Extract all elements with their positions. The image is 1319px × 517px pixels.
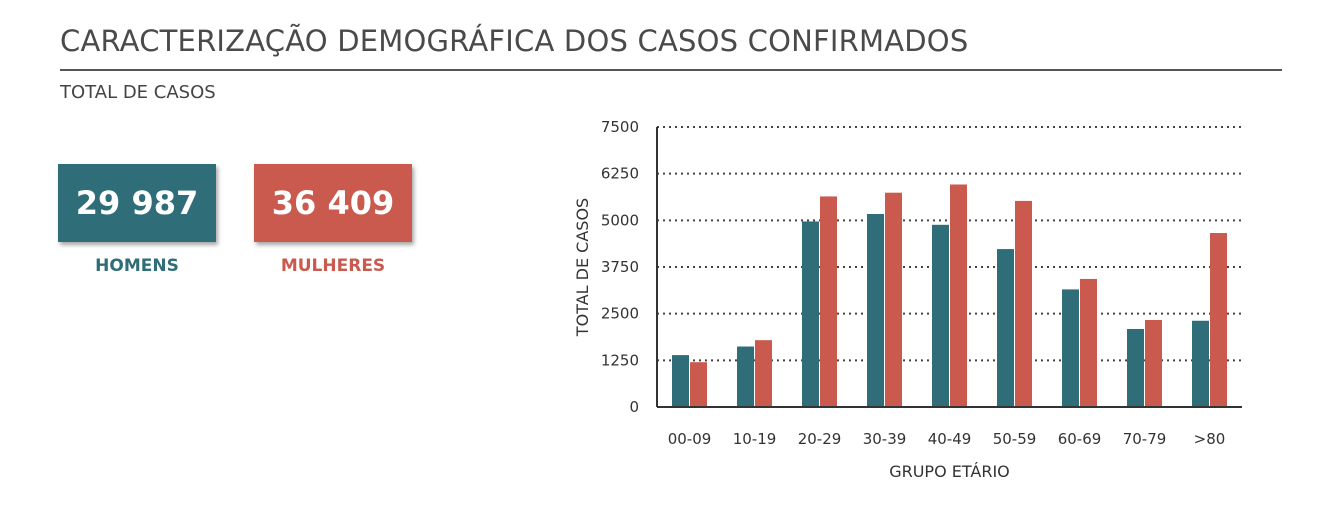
bar-series-2-60-69	[1080, 278, 1097, 407]
x-axis-title: GRUPO ETÁRIO	[889, 462, 1010, 481]
x-tick-label: 40-49	[928, 430, 972, 448]
bar-series-1-20-29	[802, 221, 819, 407]
x-tick-label: 00-09	[668, 430, 712, 448]
bar-series-1-60-69	[1062, 289, 1079, 407]
bar-series-1-00-09	[672, 355, 689, 407]
bar-series-2-10-19	[755, 340, 772, 407]
bar-series-2-00-09	[690, 362, 707, 407]
title-divider	[60, 69, 1282, 71]
y-tick-label: 7500	[601, 118, 639, 136]
y-tick-label: 6250	[601, 165, 639, 183]
men-total-card: 29 987	[58, 164, 216, 242]
bar-series-1-40-49	[932, 224, 949, 407]
bar-series-2-50-59	[1015, 200, 1032, 407]
y-tick-label: 1250	[601, 351, 639, 369]
chart-bars	[672, 184, 1227, 407]
women-label: MULHERES	[280, 256, 386, 276]
bar-series-1-10-19	[737, 346, 754, 407]
x-tick-label: 30-39	[863, 430, 907, 448]
bar-series-2-40-49	[950, 184, 967, 407]
y-tick-label: 3750	[601, 258, 639, 276]
bar-series-1-50-59	[997, 249, 1014, 407]
bar-series-1-30-39	[867, 213, 884, 407]
women-total-card: 36 409	[254, 164, 412, 242]
women-total-value: 36 409	[271, 184, 395, 222]
x-tick-label: 20-29	[798, 430, 842, 448]
section-subtitle: TOTAL DE CASOS	[60, 82, 216, 103]
chart-gridlines	[657, 126, 1242, 362]
bar-series-2-30-39	[885, 192, 902, 407]
chart-axes	[656, 127, 1242, 408]
y-axis-title: TOTAL DE CASOS	[573, 198, 592, 337]
bar-series-2-70-79	[1145, 320, 1162, 407]
bar-series-1-over-80	[1192, 320, 1209, 407]
bar-series-1-70-79	[1127, 328, 1144, 407]
men-label: HOMENS	[95, 256, 179, 276]
x-tick-label: 70-79	[1123, 430, 1167, 448]
x-tick-label: 60-69	[1058, 430, 1102, 448]
page-title: CARACTERIZAÇÃO DEMOGRÁFICA DOS CASOS CON…	[60, 24, 969, 58]
y-tick-label: 5000	[601, 211, 639, 229]
x-tick-label: 50-59	[993, 430, 1037, 448]
y-tick-label: 0	[629, 398, 639, 416]
chart-tick-labels: 0 1250 2500 3750 5000 6250 7500 00-09 10-19 20-29…	[601, 118, 1226, 448]
x-tick-label: 10-19	[733, 430, 777, 448]
y-tick-label: 2500	[601, 305, 639, 323]
men-total-value: 29 987	[75, 184, 199, 222]
bar-series-2-over-80	[1210, 233, 1227, 407]
bar-series-2-20-29	[820, 196, 837, 407]
x-tick-label: >80	[1194, 430, 1226, 448]
